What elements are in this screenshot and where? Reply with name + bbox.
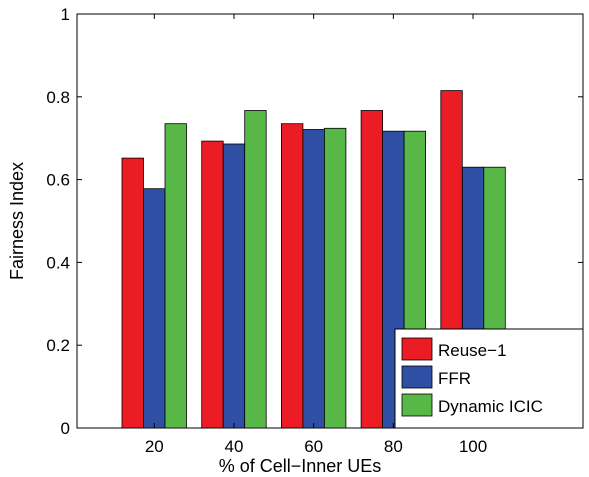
axes: 20 40 60 80 100 0 0.2 0.4 0.6 0.8 1 bbox=[46, 5, 583, 456]
y-tick-label: 0 bbox=[61, 419, 70, 438]
bar-ffr-40 bbox=[222, 143, 246, 429]
legend-swatch-ffr bbox=[401, 365, 433, 389]
legend-label: FFR bbox=[438, 369, 471, 388]
x-tick-label: 20 bbox=[145, 437, 164, 456]
x-axis-label: % of Cell−Inner UEs bbox=[219, 456, 382, 476]
bar-ffr-60 bbox=[302, 129, 325, 429]
x-tick-label: 80 bbox=[384, 437, 403, 456]
x-tick-label: 60 bbox=[304, 437, 323, 456]
y-tick-label: 1 bbox=[61, 5, 70, 24]
bar-reuse-1-60 bbox=[280, 123, 304, 429]
legend-label: Reuse−1 bbox=[438, 341, 507, 360]
bar-reuse-1-40 bbox=[201, 140, 224, 429]
y-axis-label: Fairness Index bbox=[7, 162, 27, 280]
y-tick-label: 0.6 bbox=[46, 171, 70, 190]
bar-reuse-1-20 bbox=[121, 157, 144, 429]
y-tick-label: 0.4 bbox=[46, 253, 70, 272]
legend: Reuse−1 FFR Dynamic ICIC bbox=[394, 328, 584, 429]
bar-dynamic-icic-60 bbox=[323, 127, 347, 429]
x-tick-label: 40 bbox=[225, 437, 244, 456]
legend-swatch-reuse-1 bbox=[401, 337, 433, 361]
legend-label: Dynamic ICIC bbox=[438, 397, 543, 416]
x-tick-label: 100 bbox=[459, 437, 487, 456]
bar-dynamic-icic-40 bbox=[244, 110, 267, 429]
bar-dynamic-icic-20 bbox=[164, 123, 187, 429]
bar-ffr-20 bbox=[143, 188, 166, 429]
legend-swatch-dynamic-icic bbox=[401, 393, 433, 417]
bar-reuse-1-80 bbox=[360, 110, 384, 429]
y-tick-label: 0.2 bbox=[46, 336, 70, 355]
y-tick-label: 0.8 bbox=[46, 88, 70, 107]
